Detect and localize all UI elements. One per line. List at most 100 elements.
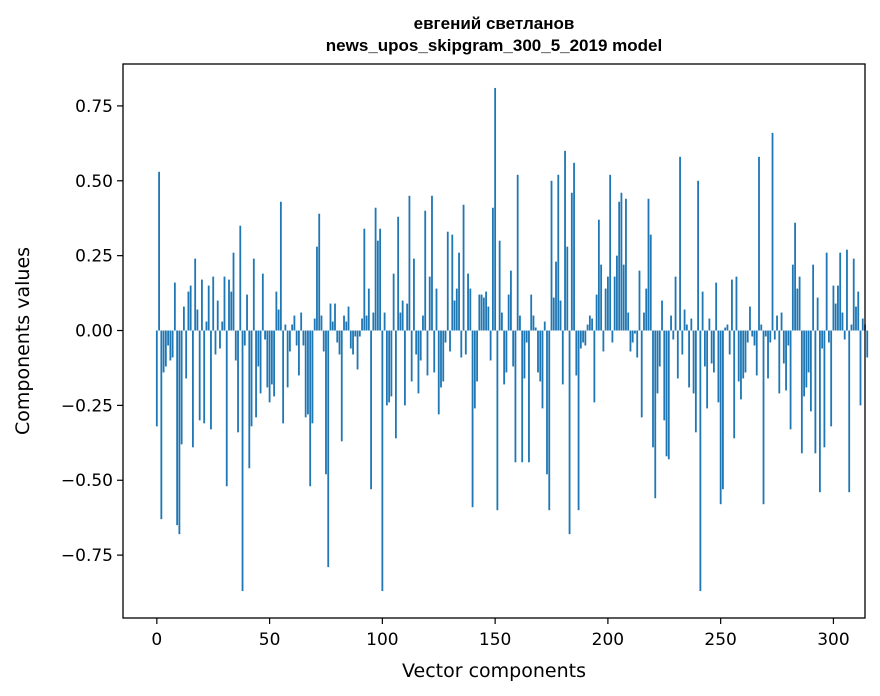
bar-228	[670, 315, 672, 331]
bar-110	[404, 330, 406, 406]
bar-58	[286, 330, 289, 388]
plot-area-frame	[122, 63, 866, 619]
bar-245	[708, 318, 711, 331]
bar-118	[422, 315, 424, 331]
bars-group	[155, 87, 869, 592]
bar-311	[857, 291, 860, 331]
bar-200	[606, 276, 609, 331]
bar-78	[331, 321, 334, 331]
chart-title-line-2: news_upos_skipgram_300_5_2019 model	[326, 36, 662, 55]
bar-115	[415, 330, 418, 355]
bar-83	[343, 315, 345, 331]
x-tick-label-100: 100	[366, 630, 398, 650]
bar-125	[437, 330, 440, 415]
x-tick-label-300: 300	[817, 630, 849, 650]
bar-138	[467, 273, 469, 331]
bar-215	[640, 330, 643, 418]
bar-279	[785, 330, 787, 391]
bar-254	[728, 330, 731, 355]
bar-127	[442, 330, 445, 382]
bar-49	[266, 330, 269, 388]
bar-66	[304, 330, 307, 418]
bar-15	[189, 285, 192, 331]
bar-176	[552, 297, 555, 331]
bar-165	[528, 330, 530, 463]
bar-123	[433, 330, 436, 373]
bar-92	[363, 228, 366, 331]
bar-50	[268, 330, 271, 403]
bar-79	[334, 303, 336, 331]
bar-68	[309, 330, 312, 487]
bar-65	[302, 330, 305, 346]
bar-42	[250, 330, 253, 427]
bar-267	[758, 156, 760, 331]
bar-231	[676, 330, 679, 379]
bar-281	[789, 330, 792, 430]
bar-238	[692, 330, 695, 394]
bar-246	[710, 330, 713, 364]
bar-266	[755, 330, 758, 376]
bar-86	[349, 330, 352, 349]
bar-8	[173, 282, 176, 331]
bar-185	[573, 162, 575, 331]
bar-10	[178, 330, 181, 535]
bar-3	[162, 330, 165, 373]
bar-87	[352, 330, 354, 355]
bar-47	[261, 273, 264, 331]
bar-121	[428, 276, 431, 331]
bar-220	[652, 330, 654, 448]
bar-41	[248, 330, 251, 469]
bar-196	[597, 219, 600, 331]
bar-131	[451, 234, 454, 331]
bar-288	[805, 330, 808, 388]
x-tick-label-250: 250	[704, 630, 736, 650]
bar-5	[167, 330, 170, 346]
bar-63	[298, 330, 300, 376]
bar-13	[185, 330, 188, 379]
bar-312	[859, 330, 862, 406]
bar-155	[505, 330, 508, 373]
y-tick-label-2: −0.25	[61, 396, 113, 416]
bar-224	[661, 300, 663, 331]
bar-12	[182, 306, 185, 331]
bar-159	[514, 330, 517, 463]
bar-96	[372, 312, 375, 331]
bar-36	[237, 330, 239, 433]
bar-168	[534, 327, 537, 331]
bar-53	[275, 291, 278, 331]
x-tick-label-150: 150	[479, 630, 511, 650]
bar-298	[828, 330, 830, 343]
bar-160	[516, 174, 519, 331]
bar-27	[216, 300, 219, 331]
bar-291	[812, 264, 815, 331]
bar-37	[239, 225, 242, 331]
bar-240	[697, 180, 700, 331]
bar-283	[794, 222, 796, 331]
bar-273	[771, 132, 774, 331]
bar-81	[338, 330, 341, 355]
bar-17	[194, 258, 197, 331]
bar-45	[257, 330, 260, 367]
bar-157	[510, 270, 512, 331]
bar-117	[419, 330, 422, 361]
bar-272	[769, 330, 772, 343]
bar-252	[724, 327, 727, 331]
bar-169	[537, 330, 539, 373]
bar-177	[555, 261, 557, 331]
bar-141	[473, 330, 476, 409]
bar-28	[219, 330, 221, 349]
x-tick-label-0: 0	[151, 630, 162, 650]
bar-148	[489, 330, 492, 361]
bar-256	[733, 330, 736, 439]
bar-171	[541, 330, 544, 409]
bar-43	[252, 258, 255, 331]
bar-250	[719, 330, 722, 505]
bar-9	[176, 330, 179, 526]
bar-104	[390, 330, 393, 397]
bar-102	[385, 330, 388, 406]
bar-137	[464, 330, 467, 355]
bar-218	[647, 198, 650, 331]
bar-271	[767, 330, 769, 379]
bar-99	[379, 228, 382, 331]
bar-199	[604, 288, 607, 331]
